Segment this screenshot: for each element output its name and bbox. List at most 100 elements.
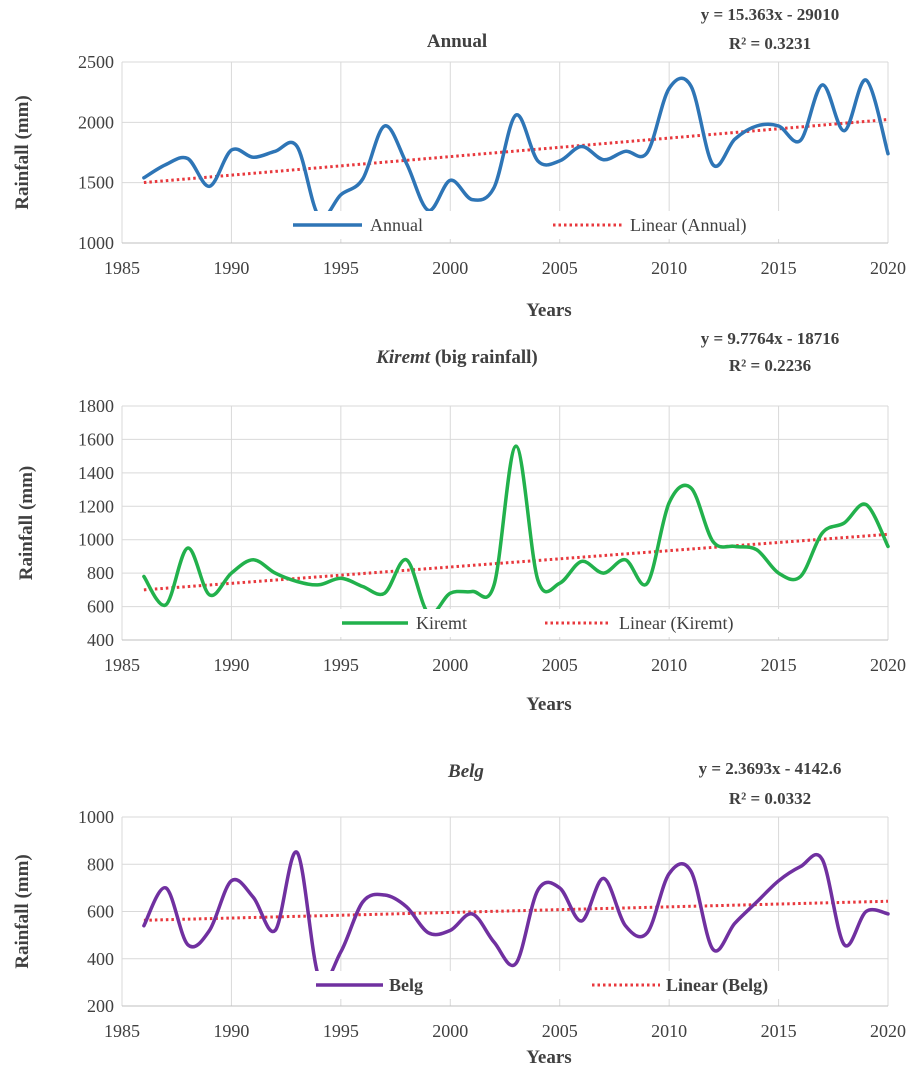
- data-point: [690, 870, 692, 872]
- trend-equation: y = 15.363x - 29010: [701, 5, 840, 24]
- chart-title-part: Kiremt: [375, 347, 431, 368]
- x-tick-label: 1990: [213, 1021, 249, 1041]
- x-tick-label: 1995: [323, 655, 359, 675]
- data-point: [777, 125, 779, 127]
- chart-title-part: Annual: [427, 31, 487, 52]
- trend-r2: R² = 0.0332: [729, 789, 811, 808]
- chart-title: Kiremt (big rainfall): [375, 347, 538, 368]
- y-tick-label: 800: [87, 563, 114, 583]
- data-point: [843, 130, 845, 132]
- legend-label-series: Belg: [389, 975, 423, 995]
- data-point: [208, 594, 210, 596]
- y-tick-label: 600: [87, 902, 114, 922]
- y-axis-label: Rainfall (mm): [16, 466, 37, 581]
- y-tick-label: 1800: [78, 396, 114, 416]
- data-point: [471, 913, 473, 915]
- data-point: [274, 150, 276, 152]
- data-point: [602, 877, 604, 879]
- x-tick-label: 2010: [651, 258, 687, 278]
- legend-background: [287, 211, 794, 239]
- data-point: [668, 502, 670, 504]
- legend: Kiremt Linear (Kiremt): [336, 609, 783, 637]
- chart-title: Annual: [427, 31, 487, 52]
- data-point: [821, 84, 823, 86]
- x-tick-label: 2000: [432, 655, 468, 675]
- data-point: [296, 851, 298, 853]
- data-point: [230, 149, 232, 151]
- data-point: [887, 153, 889, 155]
- data-point: [799, 865, 801, 867]
- chart-panel-3: 200 400 600 800 1000 1985 1990 1995 2000 2005 2010…: [12, 759, 906, 1068]
- data-point: [165, 163, 167, 165]
- data-point: [712, 948, 714, 950]
- data-point: [143, 177, 145, 179]
- data-point: [515, 114, 517, 116]
- y-tick-label: 1500: [78, 173, 114, 193]
- data-point: [252, 559, 254, 561]
- chart-title: Belg: [447, 761, 484, 782]
- y-tick-label: 1000: [78, 807, 114, 827]
- x-tick-label: 1985: [104, 258, 140, 278]
- x-axis-label: Years: [526, 694, 571, 715]
- data-point: [843, 943, 845, 945]
- data-point: [865, 503, 867, 505]
- trend-line: [143, 118, 889, 185]
- data-point: [777, 572, 779, 574]
- data-point: [143, 575, 145, 577]
- data-point: [274, 572, 276, 574]
- x-tick-label: 2020: [870, 1021, 906, 1041]
- data-point: [208, 185, 210, 187]
- data-point: [865, 910, 867, 912]
- data-point: [186, 157, 188, 159]
- data-point: [755, 901, 757, 903]
- data-point: [755, 549, 757, 551]
- data-point: [712, 163, 714, 165]
- data-point: [449, 179, 451, 181]
- data-point: [887, 913, 889, 915]
- data-point: [471, 590, 473, 592]
- y-tick-label: 1000: [78, 530, 114, 550]
- data-point: [799, 575, 801, 577]
- data-point: [296, 580, 298, 582]
- legend: Annual Linear (Annual): [287, 211, 794, 239]
- x-tick-label: 2005: [542, 1021, 578, 1041]
- chart-title-part: (big rainfall): [430, 347, 538, 368]
- legend: Belg Linear (Belg): [310, 971, 830, 999]
- legend-label-series: Annual: [370, 215, 423, 235]
- data-point: [362, 585, 364, 587]
- trend-r2: R² = 0.2236: [729, 356, 811, 375]
- data-point: [515, 445, 517, 447]
- data-point: [821, 532, 823, 534]
- data-point: [624, 924, 626, 926]
- trend-equation: y = 9.7764x - 18716: [701, 329, 840, 348]
- x-tick-label: 2010: [651, 1021, 687, 1041]
- chart-panel-1: 1000 1500 2000 2500 1985 1990 1995 2000 2005 2010…: [12, 5, 906, 321]
- data-point: [602, 572, 604, 574]
- x-tick-label: 1995: [323, 258, 359, 278]
- y-tick-label: 2000: [78, 112, 114, 132]
- data-point: [580, 560, 582, 562]
- data-point: [362, 901, 364, 903]
- data-point: [887, 545, 889, 547]
- data-point: [449, 592, 451, 594]
- data-point: [580, 145, 582, 147]
- data-point: [274, 929, 276, 931]
- data-point: [602, 159, 604, 161]
- data-point: [493, 186, 495, 188]
- data-point: [208, 929, 210, 931]
- data-point: [383, 125, 385, 127]
- data-point: [405, 559, 407, 561]
- trend-equation: y = 2.3693x - 4142.6: [699, 759, 842, 778]
- data-point: [493, 941, 495, 943]
- x-tick-label: 2005: [542, 258, 578, 278]
- series-line: [142, 76, 890, 220]
- trend-line: [143, 532, 889, 592]
- data-point: [383, 592, 385, 594]
- data-point: [668, 87, 670, 89]
- y-tick-label: 600: [87, 597, 114, 617]
- y-tick-label: 2500: [78, 52, 114, 72]
- x-tick-label: 2005: [542, 655, 578, 675]
- data-point: [799, 139, 801, 141]
- x-tick-label: 2010: [651, 655, 687, 675]
- x-tick-label: 1995: [323, 1021, 359, 1041]
